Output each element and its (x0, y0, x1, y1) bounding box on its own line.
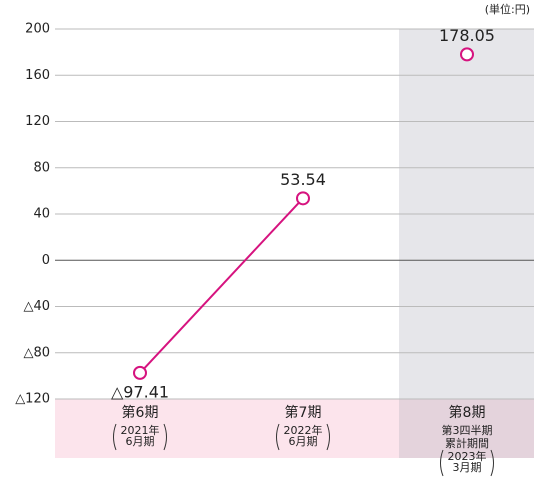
category-band (221, 399, 399, 458)
data-label: 53.54 (280, 170, 326, 189)
category-detail: 3月期 (453, 461, 482, 474)
y-tick-label: △120 (15, 392, 50, 407)
category-detail: 2022年 (284, 423, 323, 437)
x-tick-label: 第7期 (285, 404, 322, 421)
category-detail: 6月期 (126, 435, 155, 448)
category-detail: 6月期 (289, 435, 318, 448)
point (296, 191, 310, 206)
unit-label: (単位:円) (485, 2, 530, 16)
y-tick-label: △40 (23, 299, 50, 314)
category-detail: 2023年 (448, 449, 487, 463)
parenthesis (440, 449, 444, 477)
parenthesis (113, 423, 117, 451)
data-label: △97.41 (111, 382, 169, 401)
category-detail: 2021年 (121, 423, 160, 437)
parenthesis (326, 423, 330, 451)
y-tick-label: 40 (33, 207, 50, 222)
category-band (55, 399, 222, 458)
x-tick-label: 第8期 (449, 404, 486, 421)
y-tick-label: 120 (25, 114, 50, 129)
y-tick-label: 0 (42, 253, 50, 268)
y-tick-label: △80 (23, 345, 50, 360)
parenthesis (276, 423, 280, 451)
y-tick-label: 200 (25, 22, 50, 37)
category-detail: 累計期間 (445, 436, 489, 450)
line (139, 197, 304, 374)
category-detail: 第3四半期 (442, 423, 493, 437)
point (133, 365, 147, 380)
data-label: 178.05 (439, 26, 495, 45)
parenthesis (490, 449, 494, 477)
point (460, 47, 474, 62)
x-tick-label: 第6期 (122, 404, 159, 421)
parenthesis (163, 423, 167, 451)
y-tick-label: 160 (25, 68, 50, 83)
shaded-category-band (399, 399, 534, 458)
y-tick-label: 80 (33, 160, 50, 175)
